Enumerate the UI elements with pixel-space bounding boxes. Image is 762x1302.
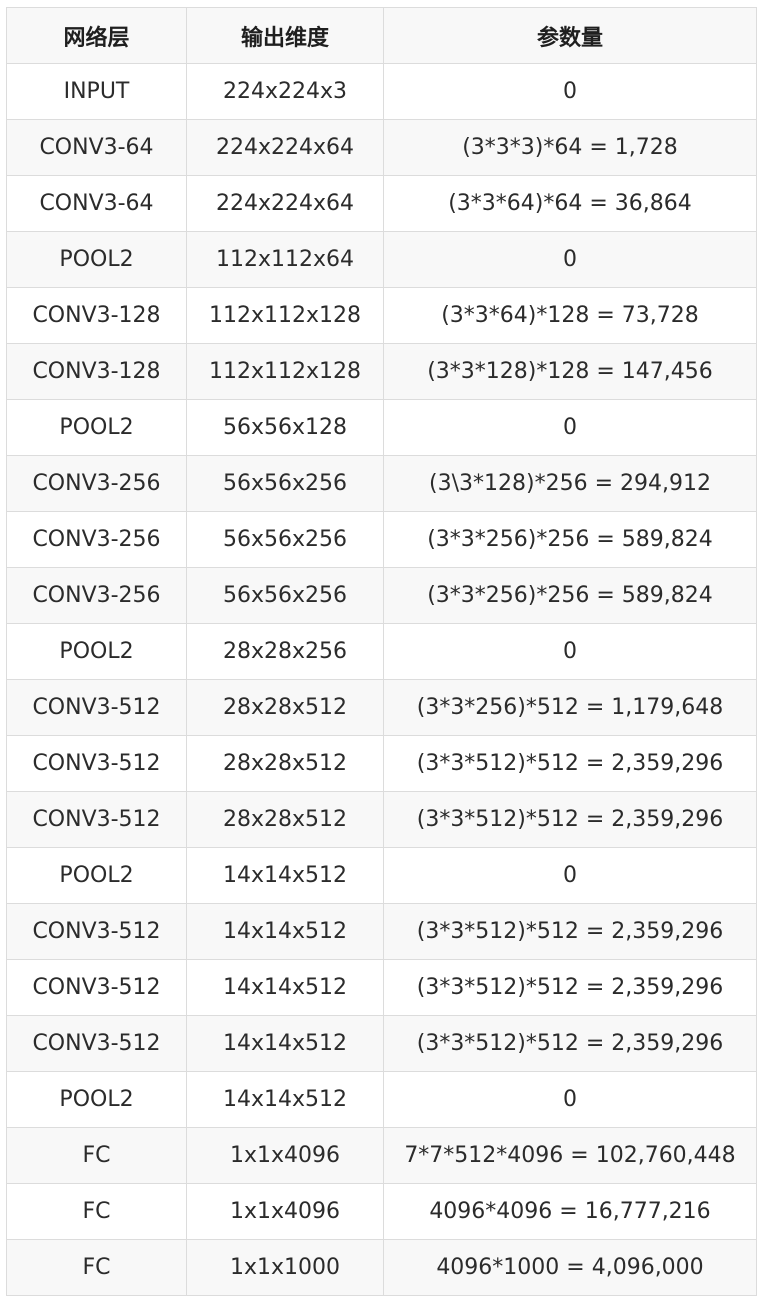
cell-layer: CONV3-256 [6,455,187,512]
vgg-parameter-table: 网络层 输出维度 参数量 INPUT 224x224x3 0 CONV3-64 224x… [6,7,757,1296]
cell-params: (3*3*3)*64 = 1,728 [383,119,757,176]
cell-layer: FC [6,1183,187,1240]
table-row: CONV3-512 28x28x512 (3*3*512)*512 = 2,359,… [6,791,757,848]
cell-params: (3*3*128)*128 = 147,456 [383,343,757,400]
cell-layer: CONV3-256 [6,511,187,568]
cell-output-dim: 28x28x512 [186,735,384,792]
cell-params: (3*3*256)*256 = 589,824 [383,567,757,624]
table-row: POOL2 14x14x512 0 [6,1071,757,1128]
table-row: INPUT 224x224x3 0 [6,63,757,120]
cell-layer: CONV3-128 [6,287,187,344]
table-row: CONV3-512 28x28x512 (3*3*256)*512 = 1,179,… [6,679,757,736]
table-row: FC 1x1x1000 4096*1000 = 4,096,000 [6,1239,757,1296]
column-header-layer: 网络层 [6,7,187,64]
cell-output-dim: 14x14x512 [186,1071,384,1128]
table-row: CONV3-128 112x112x128 (3*3*64)*128 = 73,72… [6,287,757,344]
cell-layer: CONV3-256 [6,567,187,624]
cell-params: 4096*4096 = 16,777,216 [383,1183,757,1240]
table-row: CONV3-256 56x56x256 (3\3*128)*256 = 294,91… [6,455,757,512]
table-body: INPUT 224x224x3 0 CONV3-64 224x224x64 (3*3*3)… [6,63,757,1296]
table-row: CONV3-64 224x224x64 (3*3*64)*64 = 36,864 [6,175,757,232]
cell-output-dim: 224x224x64 [186,175,384,232]
cell-params: (3\3*128)*256 = 294,912 [383,455,757,512]
cell-layer: POOL2 [6,1071,187,1128]
cell-params: (3*3*512)*512 = 2,359,296 [383,959,757,1016]
cell-output-dim: 14x14x512 [186,903,384,960]
cell-layer: POOL2 [6,399,187,456]
cell-layer: INPUT [6,63,187,120]
table-row: CONV3-64 224x224x64 (3*3*3)*64 = 1,728 [6,119,757,176]
cell-layer: CONV3-512 [6,791,187,848]
cell-output-dim: 28x28x512 [186,679,384,736]
cell-layer: POOL2 [6,847,187,904]
table-row: POOL2 112x112x64 0 [6,231,757,288]
cell-params: 0 [383,1071,757,1128]
cell-params: (3*3*512)*512 = 2,359,296 [383,903,757,960]
cell-output-dim: 112x112x64 [186,231,384,288]
cell-layer: CONV3-512 [6,1015,187,1072]
cell-output-dim: 1x1x4096 [186,1183,384,1240]
cell-params: (3*3*512)*512 = 2,359,296 [383,735,757,792]
cell-params: 0 [383,623,757,680]
cell-output-dim: 14x14x512 [186,847,384,904]
cell-layer: CONV3-512 [6,903,187,960]
cell-params: (3*3*64)*64 = 36,864 [383,175,757,232]
cell-layer: CONV3-512 [6,959,187,1016]
cell-params: (3*3*512)*512 = 2,359,296 [383,1015,757,1072]
cell-params: (3*3*64)*128 = 73,728 [383,287,757,344]
cell-output-dim: 1x1x1000 [186,1239,384,1296]
cell-output-dim: 28x28x256 [186,623,384,680]
cell-output-dim: 224x224x3 [186,63,384,120]
table-row: CONV3-512 14x14x512 (3*3*512)*512 = 2,359,… [6,903,757,960]
cell-layer: CONV3-512 [6,735,187,792]
cell-params: 0 [383,847,757,904]
cell-layer: POOL2 [6,623,187,680]
cell-params: (3*3*512)*512 = 2,359,296 [383,791,757,848]
cell-output-dim: 14x14x512 [186,1015,384,1072]
cell-layer: CONV3-512 [6,679,187,736]
column-header-params: 参数量 [383,7,757,64]
table-row: CONV3-512 14x14x512 (3*3*512)*512 = 2,359,… [6,959,757,1016]
cell-output-dim: 112x112x128 [186,343,384,400]
cell-layer: CONV3-64 [6,175,187,232]
cell-output-dim: 56x56x256 [186,567,384,624]
cell-output-dim: 56x56x256 [186,455,384,512]
header-row: 网络层 输出维度 参数量 [6,7,757,64]
cell-output-dim: 56x56x256 [186,511,384,568]
cell-params: 0 [383,399,757,456]
cell-layer: POOL2 [6,231,187,288]
cell-layer: FC [6,1127,187,1184]
cell-params: (3*3*256)*512 = 1,179,648 [383,679,757,736]
cell-params: 0 [383,63,757,120]
cell-output-dim: 112x112x128 [186,287,384,344]
cell-layer: CONV3-64 [6,119,187,176]
table-row: POOL2 28x28x256 0 [6,623,757,680]
cell-params: (3*3*256)*256 = 589,824 [383,511,757,568]
cell-layer: FC [6,1239,187,1296]
table-row: CONV3-256 56x56x256 (3*3*256)*256 = 589,82… [6,567,757,624]
cell-layer: CONV3-128 [6,343,187,400]
table-row: FC 1x1x4096 4096*4096 = 16,777,216 [6,1183,757,1240]
table-row: CONV3-256 56x56x256 (3*3*256)*256 = 589,82… [6,511,757,568]
cell-params: 0 [383,231,757,288]
table-row: CONV3-512 14x14x512 (3*3*512)*512 = 2,359,… [6,1015,757,1072]
cell-output-dim: 14x14x512 [186,959,384,1016]
column-header-output-dim: 输出维度 [186,7,384,64]
table-row: POOL2 56x56x128 0 [6,399,757,456]
table-row: FC 1x1x4096 7*7*512*4096 = 102,760,448 [6,1127,757,1184]
table-row: POOL2 14x14x512 0 [6,847,757,904]
table-row: CONV3-128 112x112x128 (3*3*128)*128 = 147,… [6,343,757,400]
cell-output-dim: 224x224x64 [186,119,384,176]
cell-params: 4096*1000 = 4,096,000 [383,1239,757,1296]
table-row: CONV3-512 28x28x512 (3*3*512)*512 = 2,359,… [6,735,757,792]
table-header: 网络层 输出维度 参数量 [6,7,757,64]
cell-output-dim: 1x1x4096 [186,1127,384,1184]
cell-params: 7*7*512*4096 = 102,760,448 [383,1127,757,1184]
cell-output-dim: 28x28x512 [186,791,384,848]
cell-output-dim: 56x56x128 [186,399,384,456]
